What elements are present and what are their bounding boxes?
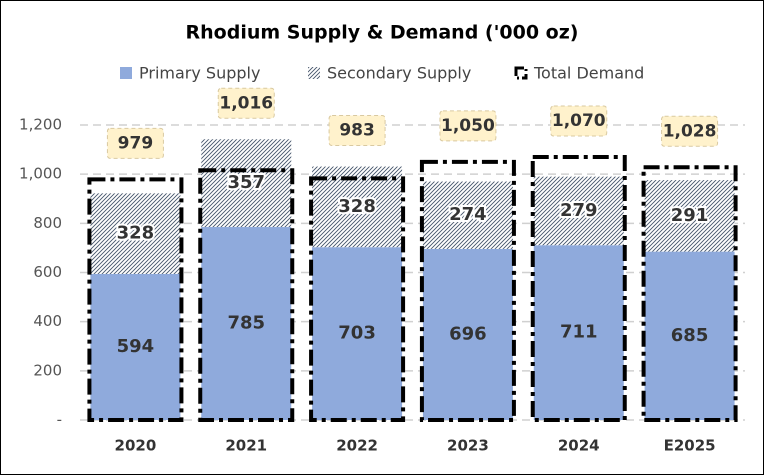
demand-label: 983 [339,121,375,141]
bar-secondary [533,176,624,246]
bar-secondary [422,181,513,249]
y-tick-label: 1,200 [19,116,62,134]
y-tick-label: - [57,411,62,429]
demand-label: 1,050 [441,116,495,136]
data-label: 785 [227,313,265,334]
data-label: 711 [560,322,598,343]
demand-label-box [106,127,164,159]
y-tick-label: 400 [33,312,62,330]
legend-label: Total Demand [533,64,644,83]
demand-label: 1,070 [552,111,606,131]
bar-primary [201,227,292,420]
data-label: 357 [227,172,265,193]
x-tick-label: 2022 [336,437,378,455]
demand-label-box [328,115,386,147]
x-tick-label: 2023 [447,437,489,455]
data-label: 274 [449,204,487,225]
data-label: 594 [117,336,155,357]
demand-label-box [217,87,275,119]
demand-label: 1,028 [663,121,717,141]
demand-outline [530,154,627,422]
y-tick-label: 200 [33,361,62,379]
chart-title: Rhodium Supply & Demand ('000 oz) [186,22,579,44]
legend-label: Primary Supply [139,64,260,83]
demand-outline [641,165,738,422]
bar-primary [533,245,624,420]
data-label: 703 [338,323,376,344]
x-tick-label: 2024 [558,437,600,455]
bar-primary [312,247,403,420]
x-tick-label: 2020 [115,437,157,455]
bar-primary [90,273,181,420]
demand-label-box [550,105,608,137]
legend-swatch [514,66,528,80]
data-label: 328 [117,223,155,244]
data-label: 328 [338,196,376,217]
bar-secondary [90,193,181,274]
legend-swatch [308,67,320,79]
demand-outline [87,177,184,422]
demand-outline [419,159,516,422]
legend-label: Secondary Supply [327,64,471,83]
data-label: 685 [671,325,709,346]
demand-outline [309,176,406,422]
demand-label-box [439,110,497,142]
bar-secondary [644,180,735,252]
data-label: 696 [449,323,487,344]
y-tick-label: 800 [33,214,62,232]
legend-swatch [120,67,132,79]
demand-label: 979 [118,133,154,153]
bar-primary [422,248,513,420]
data-label: 291 [671,205,709,226]
demand-label: 1,016 [219,93,273,113]
bar-secondary [201,139,292,228]
demand-label-box [661,115,719,147]
x-tick-label: E2025 [664,437,716,455]
y-tick-label: 600 [33,263,62,281]
y-tick-label: 1,000 [19,165,62,183]
x-tick-label: 2021 [225,437,267,455]
data-label: 279 [560,200,598,221]
bar-primary [644,251,735,420]
demand-outline [198,168,295,422]
